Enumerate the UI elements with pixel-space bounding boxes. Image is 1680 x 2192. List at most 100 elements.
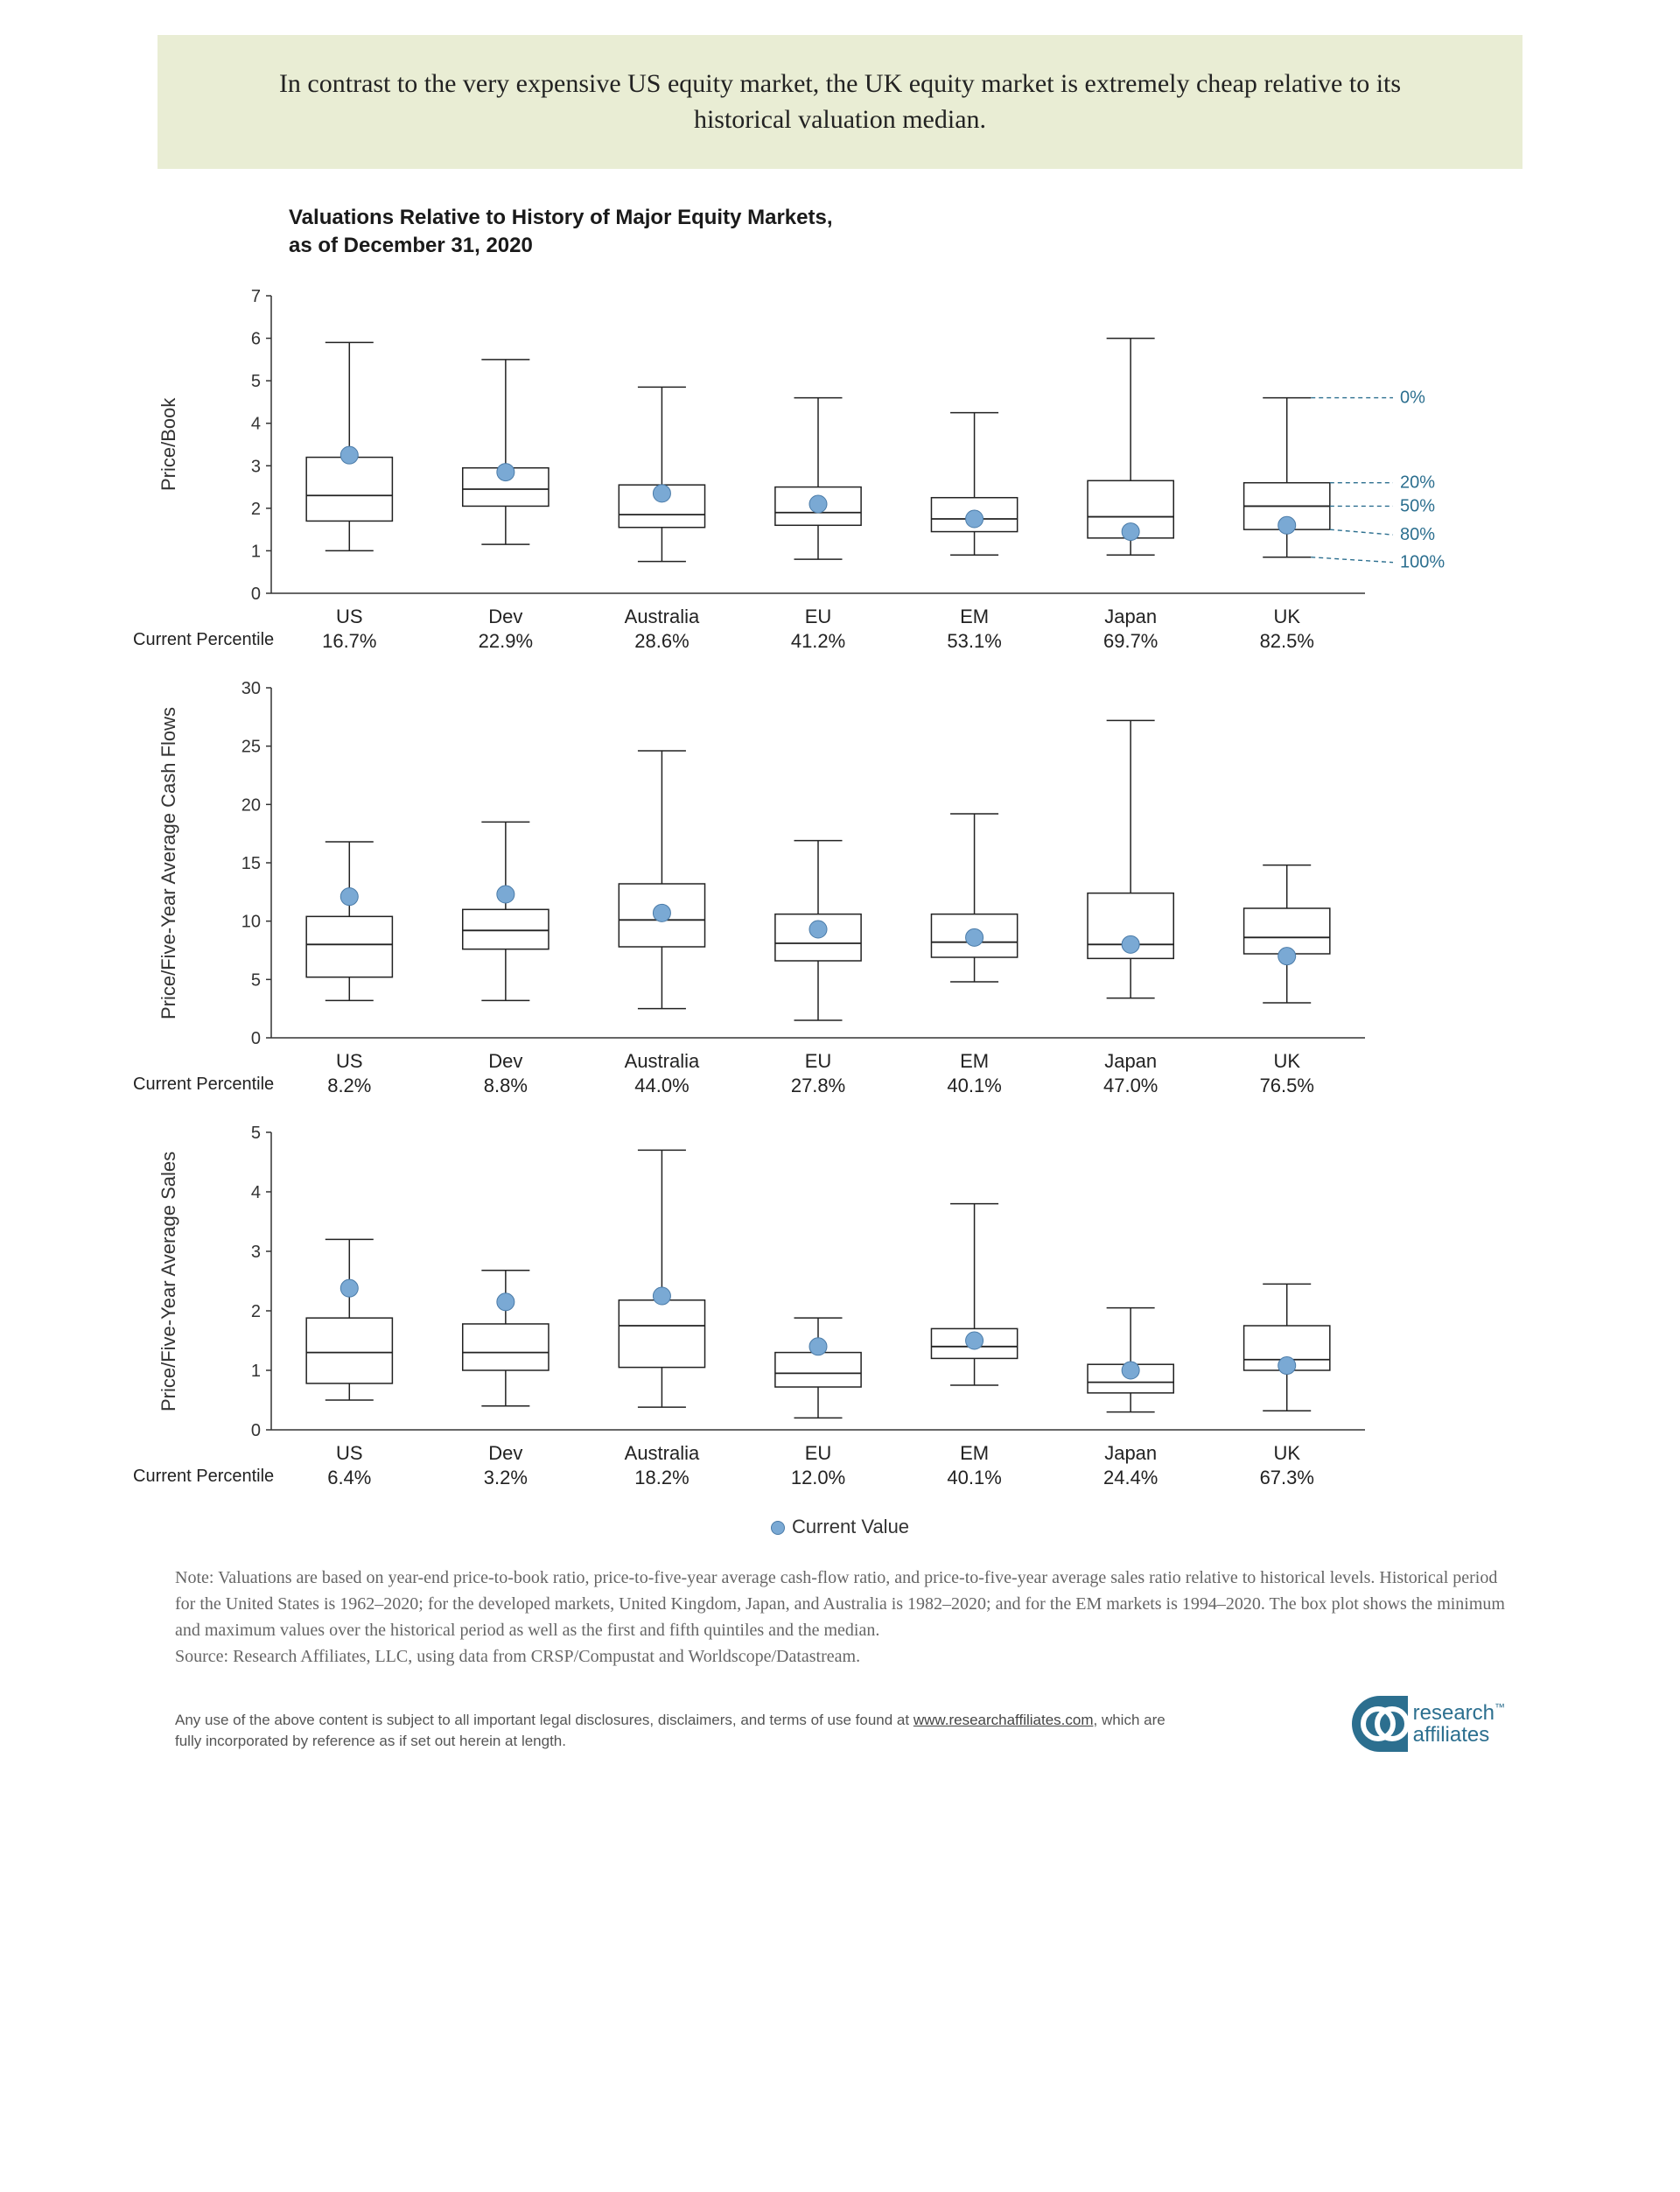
current-value-dot [340,446,358,464]
percentile-value: 27.8% [740,1075,897,1097]
percentile-value: 24.4% [1053,1467,1209,1489]
panels-container: Price/Book012345670%20%50%80%100%USDevAu… [158,287,1522,1489]
category-label: Dev [428,1050,584,1073]
percentile-value: 47.0% [1053,1075,1209,1097]
ylabel-pb: Price/Book [158,287,192,602]
percentile-value: 67.3% [1208,1467,1365,1489]
brand-logo: research™ affiliates [1352,1696,1505,1752]
current-value-dot [1122,522,1139,540]
percentile-row-label: Current Percentile [131,630,210,653]
svg-text:2: 2 [251,1302,261,1321]
percentile-value: 6.4% [271,1467,428,1489]
callout-box: In contrast to the very expensive US equ… [158,35,1522,169]
svg-text:2: 2 [251,500,261,519]
percentile-value: 8.8% [428,1075,584,1097]
percentile-value: 40.1% [896,1467,1053,1489]
percentile-value: 28.6% [584,630,740,653]
note-block: Note: Valuations are based on year-end p… [175,1565,1505,1670]
current-value-dot [340,1279,358,1297]
category-label: EM [896,606,1053,628]
svg-text:7: 7 [251,287,261,306]
plot-area-ps: 012345 [192,1124,1522,1439]
percentile-value: 41.2% [740,630,897,653]
ylabel-pcf: Price/Five-Year Average Cash Flows [158,679,192,1047]
percentile-row: Current Percentile6.4%3.2%18.2%12.0%40.1… [192,1467,1365,1489]
category-label: EU [740,606,897,628]
current-value-dot [340,887,358,905]
svg-text:3: 3 [251,457,261,476]
svg-text:5: 5 [251,1124,261,1143]
current-value-dot [809,495,827,513]
disclaimer-link[interactable]: www.researchaffiliates.com [914,1712,1094,1728]
svg-text:0: 0 [251,1029,261,1047]
current-value-dot [653,1287,670,1305]
callout-text: In contrast to the very expensive US equ… [279,69,1401,134]
ylabel-ps: Price/Five-Year Average Sales [158,1124,192,1439]
percentile-row-label: Current Percentile [131,1467,210,1489]
current-value-dot [1122,1362,1139,1379]
page-root: In contrast to the very expensive US equ… [0,0,1680,1804]
current-value-dot [966,510,984,528]
note-text: Note: Valuations are based on year-end p… [175,1568,1505,1640]
boxplot-svg-ps: 012345 [192,1124,1382,1439]
category-label: Dev [428,1442,584,1465]
category-label: EM [896,1442,1053,1465]
svg-text:1: 1 [251,542,261,561]
legend-label: Current Value [792,1516,909,1537]
category-row: USDevAustraliaEUEMJapanUK [192,1050,1365,1073]
percentile-value: 12.0% [740,1467,897,1489]
percentile-value: 44.0% [584,1075,740,1097]
svg-text:6: 6 [251,329,261,348]
panel-pb: Price/Book012345670%20%50%80%100%USDevAu… [158,287,1522,653]
current-value-dot [966,1332,984,1349]
current-value-dot [653,485,670,502]
percentile-value: 3.2% [428,1467,584,1489]
quintile-annotation: 100% [1400,552,1445,571]
percentile-value: 18.2% [584,1467,740,1489]
category-label: UK [1208,1442,1365,1465]
category-label: Australia [584,1050,740,1073]
current-value-dot [1122,935,1139,953]
footer-row: Any use of the above content is subject … [175,1696,1505,1752]
chart-title: Valuations Relative to History of Major … [289,204,1522,261]
panel-ps: Price/Five-Year Average Sales012345USDev… [158,1124,1522,1489]
percentile-value: 53.1% [896,630,1053,653]
logo-line1: research [1413,1701,1494,1725]
logo-tm: ™ [1494,1701,1505,1713]
category-label: UK [1208,1050,1365,1073]
logo-mark-icon [1352,1696,1408,1752]
percentile-value: 16.7% [271,630,428,653]
boxplot-svg-pb: 012345670%20%50%80%100% [192,287,1522,602]
quintile-annotation: 50% [1400,496,1435,515]
svg-text:5: 5 [251,970,261,990]
category-row: USDevAustraliaEUEMJapanUK [192,606,1365,628]
current-value-dot [809,1338,827,1355]
percentile-value: 22.9% [428,630,584,653]
current-value-dot [653,904,670,921]
disclaimer-pre: Any use of the above content is subject … [175,1712,914,1728]
logo-line2: affiliates [1413,1723,1490,1747]
svg-text:1: 1 [251,1362,261,1381]
category-label: Australia [584,606,740,628]
current-value-dot [1278,516,1296,534]
svg-text:25: 25 [242,737,261,756]
svg-text:4: 4 [251,1183,261,1202]
svg-text:3: 3 [251,1243,261,1262]
source-text: Source: Research Affiliates, LLC, using … [175,1647,860,1666]
plot-area-pb: 012345670%20%50%80%100% [192,287,1522,602]
svg-text:20: 20 [242,795,261,815]
percentile-row-label: Current Percentile [131,1075,210,1097]
svg-text:4: 4 [251,414,261,433]
legend: Current Value [158,1516,1522,1538]
current-value-dot [1278,1356,1296,1374]
svg-text:30: 30 [242,679,261,698]
quintile-annotation: 80% [1400,525,1435,544]
disclaimer: Any use of the above content is subject … [175,1710,1181,1752]
percentile-value: 40.1% [896,1075,1053,1097]
category-label: Japan [1053,606,1209,628]
current-value-dot [966,928,984,946]
percentile-row: Current Percentile8.2%8.8%44.0%27.8%40.1… [192,1075,1365,1097]
boxplot-svg-pcf: 051015202530 [192,679,1382,1047]
category-row: USDevAustraliaEUEMJapanUK [192,1442,1365,1465]
plot-area-pcf: 051015202530 [192,679,1522,1047]
